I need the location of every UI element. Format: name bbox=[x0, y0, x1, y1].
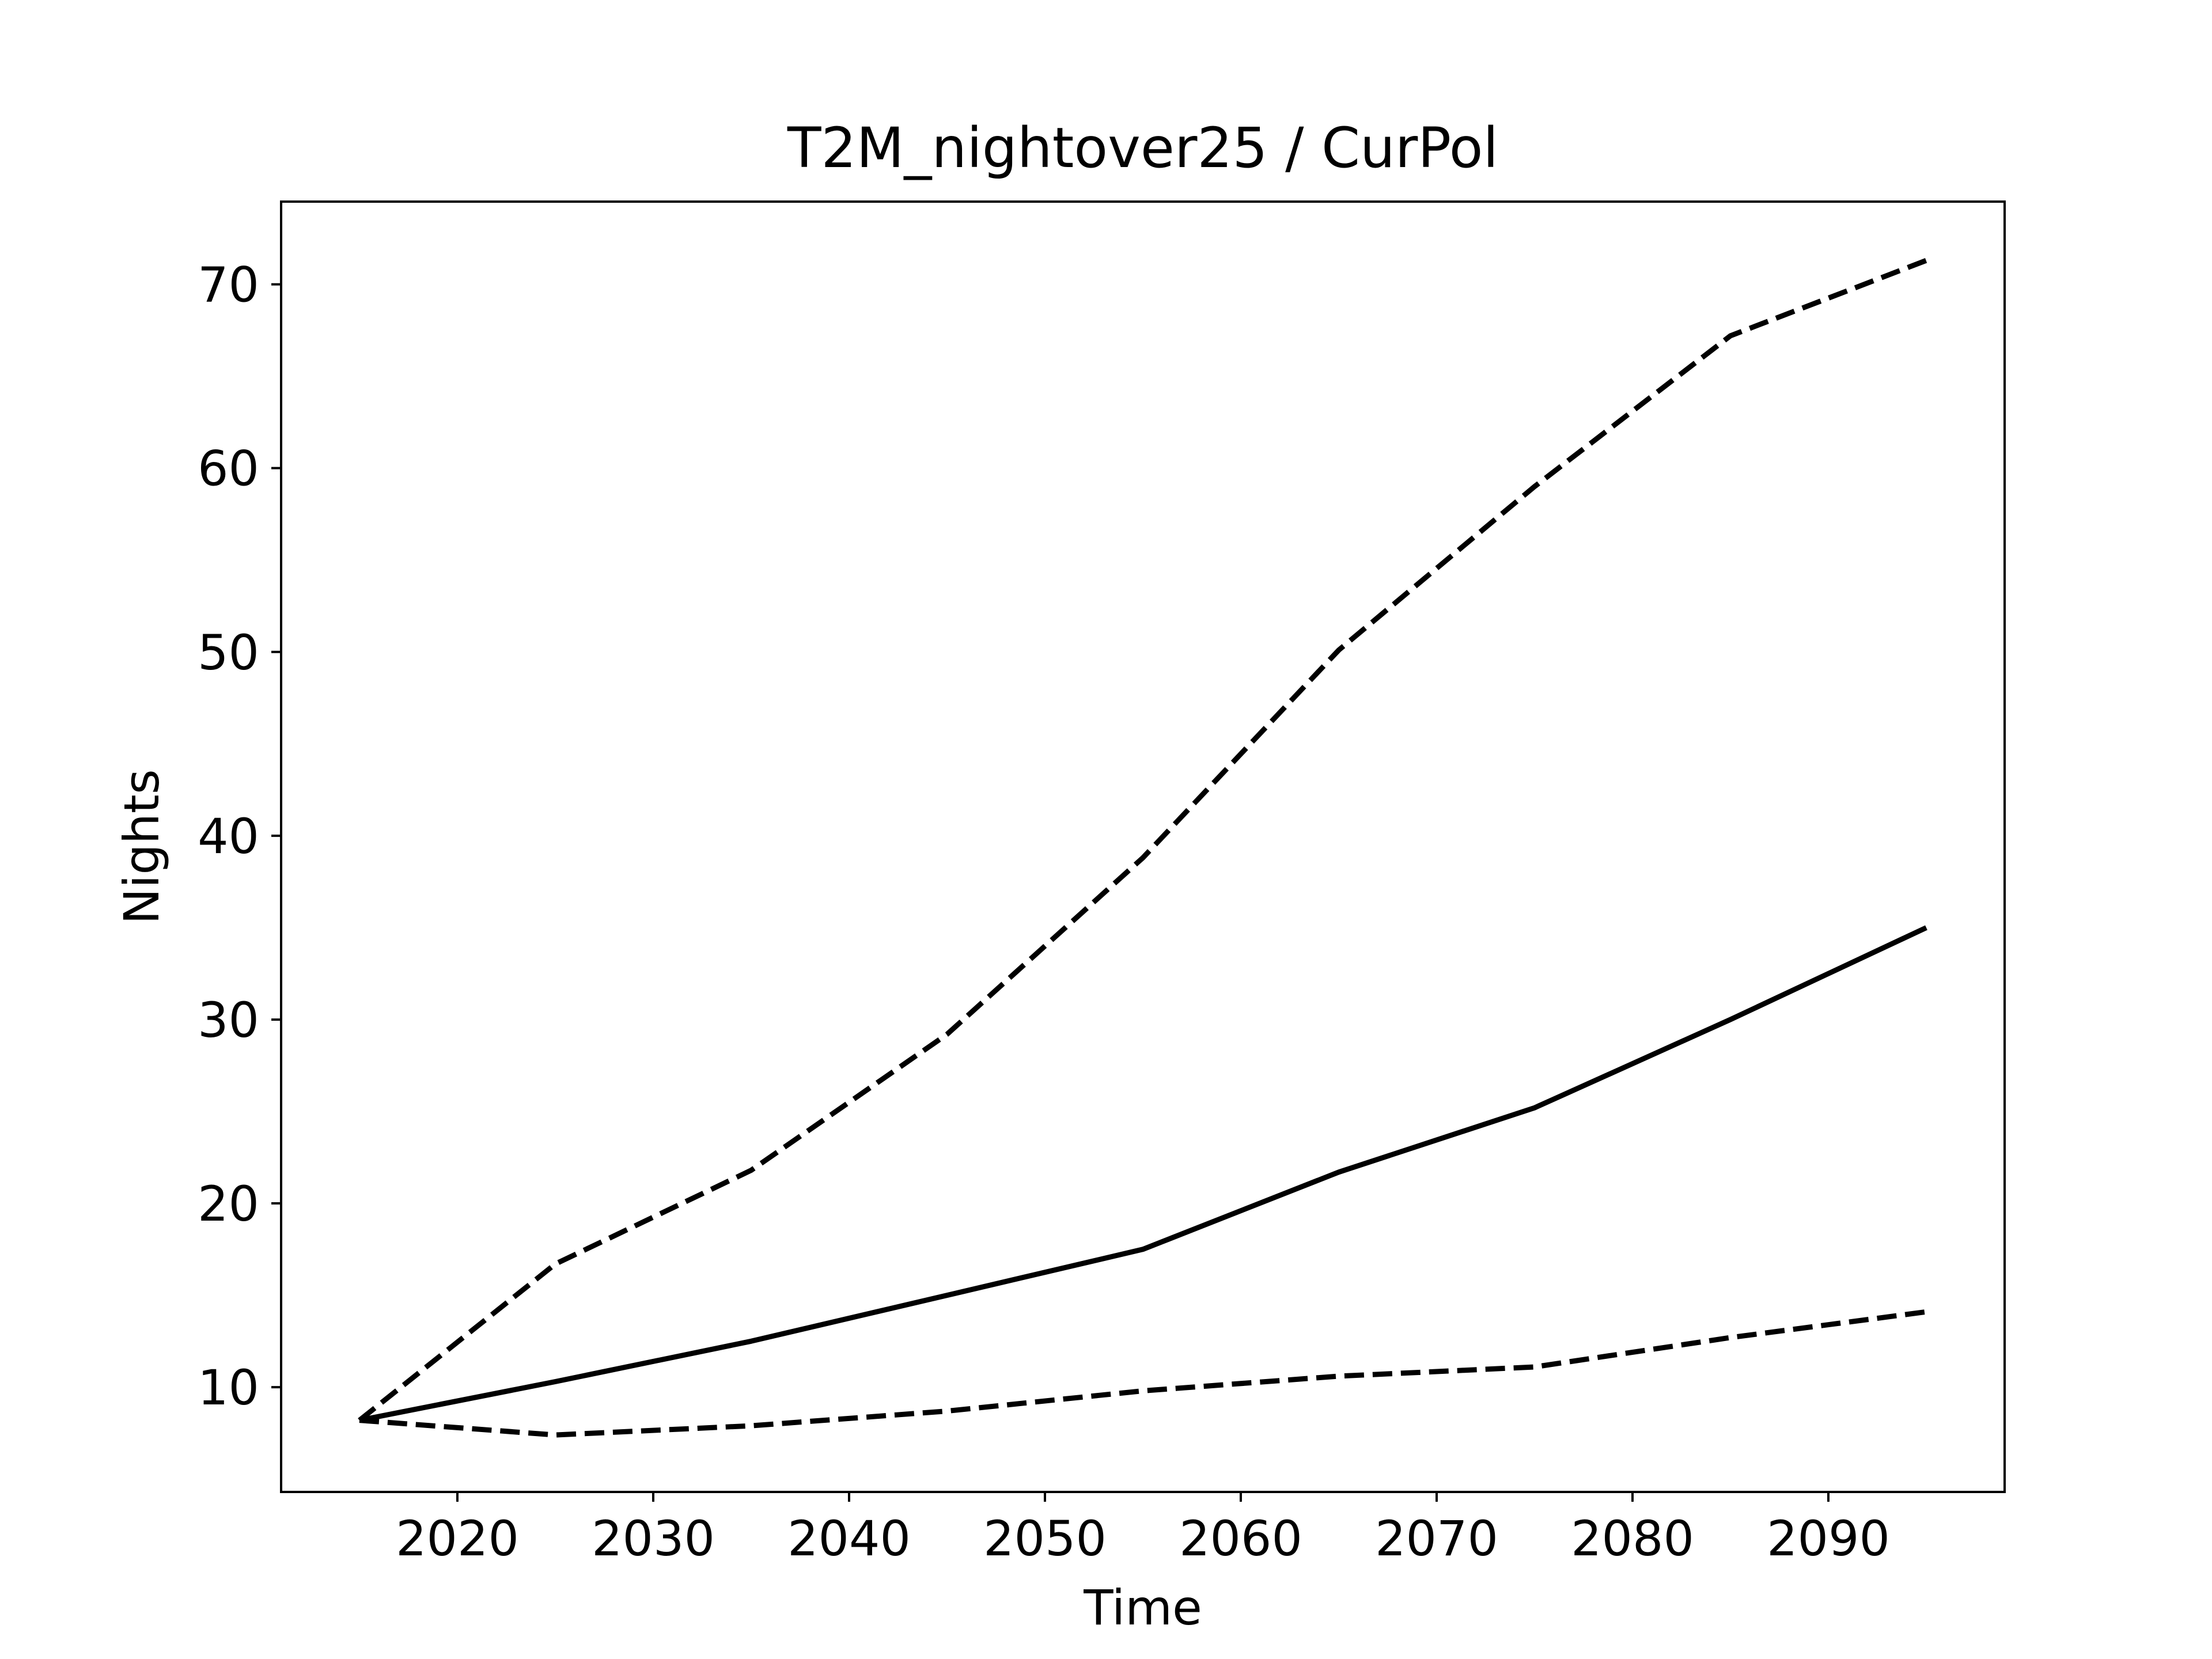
x-tick-label: 2080 bbox=[1571, 1510, 1694, 1567]
series-line-3 bbox=[359, 1309, 1927, 1438]
y-tick-label: 10 bbox=[198, 1359, 259, 1416]
x-tick-label: 2030 bbox=[592, 1510, 715, 1567]
x-tick-label: 2070 bbox=[1375, 1510, 1498, 1567]
chart-title: T2M_nightover25 / CurPol bbox=[787, 116, 1498, 180]
x-axis-label: Time bbox=[1083, 1580, 1202, 1636]
series-line-2 bbox=[359, 925, 1927, 1423]
y-tick-label: 50 bbox=[198, 624, 259, 681]
x-tick-label: 2060 bbox=[1179, 1510, 1302, 1567]
plot-area-frame bbox=[280, 200, 2006, 1493]
y-axis-label: Nights bbox=[113, 769, 170, 924]
x-tick-label: 2020 bbox=[396, 1510, 519, 1567]
x-tick-label: 2040 bbox=[787, 1510, 911, 1567]
y-tick-label: 70 bbox=[198, 257, 259, 313]
y-tick-label: 60 bbox=[198, 441, 259, 497]
series-layer bbox=[358, 257, 1927, 1438]
y-tick-label: 40 bbox=[198, 808, 259, 865]
y-axis: 10 20 30 40 50 60 70 bbox=[198, 257, 281, 1416]
y-tick-label: 20 bbox=[198, 1176, 259, 1232]
x-tick-label: 2090 bbox=[1767, 1510, 1890, 1567]
series-line-1 bbox=[358, 257, 1927, 1423]
x-tick-label: 2050 bbox=[983, 1510, 1107, 1567]
x-axis: 2020 2030 2040 2050 2060 2070 2080 2090 bbox=[396, 1492, 1890, 1567]
y-tick-label: 30 bbox=[198, 992, 259, 1048]
